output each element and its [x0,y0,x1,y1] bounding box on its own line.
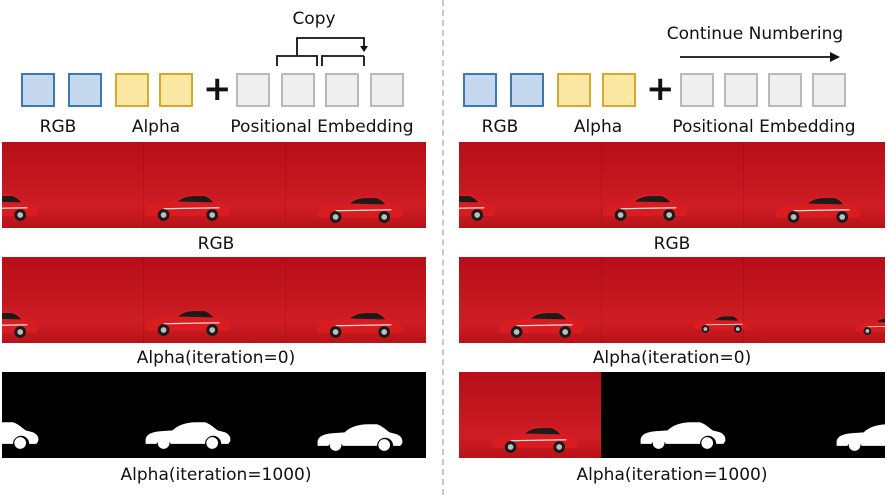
rgb-token-1 [21,73,55,107]
alpha-token-2 [602,73,636,107]
pos-token-1 [236,73,270,107]
mask-frame-1 [2,416,40,452]
alpha-token-label: Alpha [131,117,181,137]
plus-sign: + [203,69,232,109]
car-frame-1 [2,188,40,224]
continue-numbering-arrow [680,52,840,62]
mask-frame-2 [637,416,727,452]
car-frame-1 [495,305,585,341]
continue-numbering-label: Continue Numbering [666,24,844,44]
car-frame-1 [459,188,497,224]
pos-token-2 [724,73,758,107]
pos-token-4 [370,73,404,107]
alpha-iter0-strip [2,257,426,343]
mask-frame-2 [142,416,232,452]
mask-frame-3 [314,418,404,454]
car-frame-1 [489,420,579,456]
car-frame-2 [691,305,751,341]
car-frame-2 [142,188,232,224]
car-frame-3 [772,190,862,226]
alpha-token-1 [557,73,591,107]
car-frame-3 [314,190,404,226]
pos-token-4 [812,73,846,107]
alpha-token-1 [115,73,149,107]
rgb-token-1 [463,73,497,107]
car-frame-3 [314,305,404,341]
rgb-caption: RGB [197,234,235,254]
pos-token-3 [325,73,359,107]
positional-embedding-label: Positional Embedding [230,117,414,137]
rgb-token-label: RGB [39,117,77,137]
pos-token-2 [281,73,315,107]
rgb-video-strip [459,142,885,228]
alpha-iter0-caption: Alpha(iteration=0) [136,348,296,368]
rgb-token-2 [510,73,544,107]
alpha-iter0-caption: Alpha(iteration=0) [592,348,752,368]
alpha-iter1000-caption: Alpha(iteration=1000) [576,465,768,485]
pos-token-3 [768,73,802,107]
pos-token-1 [680,73,714,107]
unsegmented-frame [459,372,601,458]
car-frame-2 [599,188,689,224]
alpha-token-2 [159,73,193,107]
mask-frame-3 [833,418,885,454]
alpha-iter1000-strip [2,372,426,458]
rgb-token-label: RGB [481,117,519,137]
alpha-iter1000-strip [459,372,885,458]
alpha-iter0-strip [459,257,885,343]
panel-divider [442,0,444,495]
plus-sign: + [646,69,675,109]
car-frame-3 [853,307,885,343]
copy-bracket-arrow [276,37,368,66]
copy-label: Copy [292,9,336,29]
car-frame-2 [142,303,232,339]
car-frame-1 [2,305,40,341]
positional-embedding-label: Positional Embedding [672,117,856,137]
rgb-video-strip [2,142,426,228]
alpha-token-label: Alpha [573,117,623,137]
rgb-token-2 [68,73,102,107]
rgb-caption: RGB [653,234,691,254]
alpha-iter1000-caption: Alpha(iteration=1000) [120,465,312,485]
